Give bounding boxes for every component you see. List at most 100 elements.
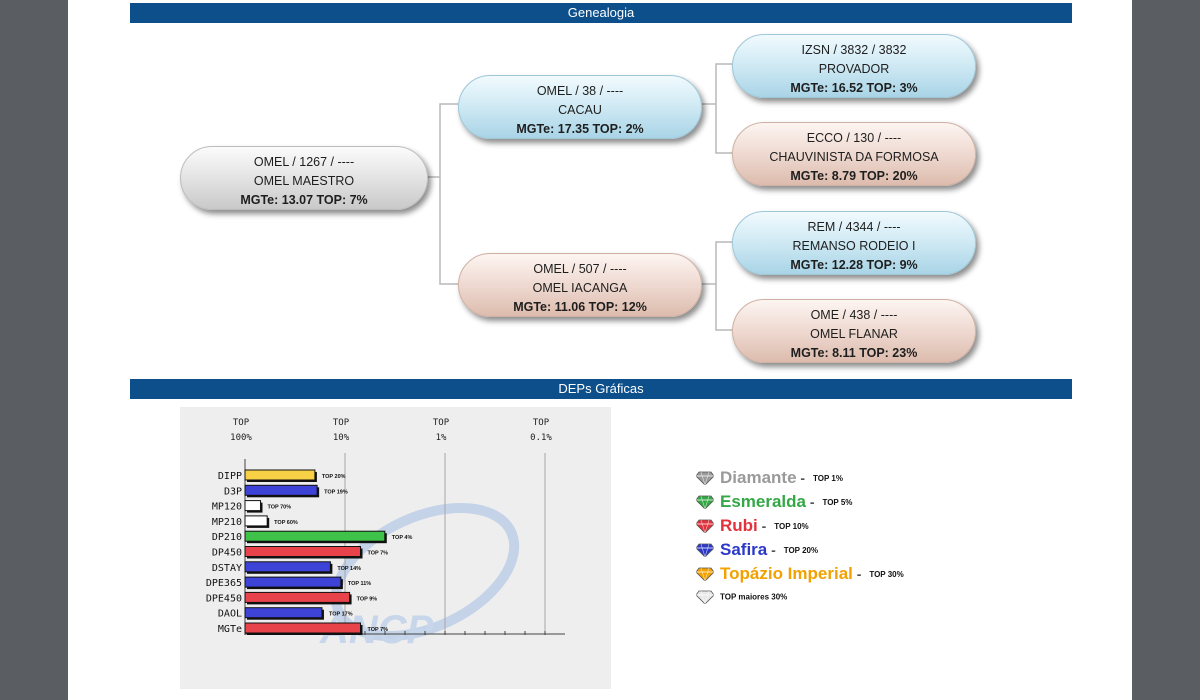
legend-separator: -: [757, 518, 771, 534]
deps-header: DEPs Gráficas: [130, 379, 1072, 399]
animal-id: OMEL / 1267 / ----: [253, 155, 355, 169]
legend-separator: -: [806, 494, 819, 510]
scale-header-value: 1%: [436, 433, 447, 443]
gem-icon: [696, 471, 714, 485]
dam-dam-score: MGTe: 8.11 TOP: 23%: [790, 346, 918, 360]
pedigree-connectors: [416, 63, 732, 331]
dam-dam-name: OMEL FLANAR: [810, 327, 898, 341]
dam-dam-id: OME / 438 / ----: [810, 308, 898, 322]
legend-separator: -: [796, 470, 809, 486]
bar-value-label: TOP 7%: [367, 551, 388, 557]
dam-sire-id: REM / 4344 / ----: [807, 220, 901, 234]
category-label: DP450: [212, 548, 242, 559]
gem-legend: Diamante - TOP 1% Esmeralda - TOP 5% Rubi …: [696, 468, 1016, 612]
legend-row-footer: TOP maiores 30%: [696, 588, 1016, 612]
legend-row: Safira - TOP 20%: [696, 540, 1016, 564]
legend-row: Topázio Imperial - TOP 30%: [696, 564, 1016, 588]
dam-id: OMEL / 507 / ----: [533, 262, 627, 276]
gem-icon: [696, 495, 714, 509]
legend-separator: -: [767, 542, 780, 558]
legend-top-value: TOP 30%: [869, 569, 904, 579]
bar: [244, 591, 351, 603]
legend-top-value: TOP 5%: [822, 497, 853, 507]
sire-dam-id: ECCO / 130 / ----: [806, 131, 902, 145]
bar-value-label: TOP 7%: [367, 627, 388, 633]
sire-score: MGTe: 17.35 TOP: 2%: [516, 122, 644, 136]
gem-icon: [696, 543, 714, 557]
sire-id: OMEL / 38 / ----: [536, 84, 624, 98]
dam-sire-score: MGTe: 12.28 TOP: 9%: [790, 258, 918, 272]
dam-dam-card[interactable]: OME / 438 / ---- OMEL FLANAR MGTe: 8.11 …: [732, 299, 976, 363]
bar: [244, 515, 268, 527]
scale-header-value: 0.1%: [530, 433, 552, 443]
legend-top-value: TOP 20%: [783, 545, 819, 555]
legend-name: Topázio Imperial: [720, 564, 853, 583]
bar-value-label: TOP 4%: [392, 535, 413, 541]
legend-top-value: TOP 1%: [812, 473, 843, 483]
animal-score: MGTe: 13.07 TOP: 7%: [240, 193, 368, 207]
animal-name: OMEL MAESTRO: [253, 174, 355, 188]
dam-sire-card[interactable]: REM / 4344 / ---- REMANSO RODEIO I MGTe:…: [732, 211, 976, 275]
category-label: DP210: [212, 532, 242, 543]
scale-header-top: TOP: [433, 418, 450, 428]
scale-header-top: TOP: [333, 418, 350, 428]
bar-value-label: TOP 60%: [274, 520, 298, 526]
sire-dam-name: CHAUVINISTA DA FORMOSA: [769, 150, 939, 164]
report-page: Genealogia OMEL / 1267 / ---- OMEL MAEST…: [68, 0, 1132, 700]
dam-sire-name: REMANSO RODEIO I: [792, 239, 916, 253]
genealogy-header: Genealogia: [130, 3, 1072, 23]
legend-row: Esmeralda - TOP 5%: [696, 492, 1016, 516]
scale-header-value: 10%: [333, 433, 350, 443]
bar-value-label: TOP 17%: [329, 612, 353, 618]
bar: [244, 500, 261, 512]
scale-header-value: 100%: [230, 433, 252, 443]
sire-sire-name: PROVADOR: [818, 62, 890, 76]
sire-sire-score: MGTe: 16.52 TOP: 3%: [790, 81, 918, 95]
bar: [244, 576, 342, 588]
category-label: DPE365: [206, 578, 242, 589]
legend-row: Rubi - TOP 10%: [696, 516, 1016, 540]
bar-value-label: TOP 11%: [348, 581, 371, 587]
deps-chart: ANCP TOP 100% TOP 10% TOP 1% TOP 0.1% DIPP TOP 20%…: [180, 407, 611, 689]
legend-footer: TOP maiores 30%: [720, 592, 788, 602]
bar-value-label: TOP 20%: [322, 474, 346, 480]
legend-separator: -: [852, 566, 866, 582]
category-label: DSTAY: [212, 563, 242, 574]
bar: [244, 622, 361, 634]
bar: [244, 546, 361, 557]
watermark-ring: [330, 502, 520, 642]
sire-dam-card[interactable]: ECCO / 130 / ---- CHAUVINISTA DA FORMOSA…: [732, 122, 976, 186]
bar-value-label: TOP 70%: [267, 505, 291, 511]
legend-top-value: TOP 10%: [774, 521, 809, 531]
legend-name: Safira: [720, 540, 768, 559]
bar: [244, 484, 318, 496]
sire-sire-id: IZSN / 3832 / 3832: [801, 43, 907, 57]
dam-name: OMEL IACANGA: [532, 281, 628, 295]
gem-icon: [696, 567, 714, 581]
legend-row: Diamante - TOP 1%: [696, 468, 1016, 492]
category-label: MP120: [212, 502, 242, 513]
scale-header-top: TOP: [233, 418, 250, 428]
category-label: DPE450: [206, 593, 242, 604]
animal-card[interactable]: OMEL / 1267 / ---- OMEL MAESTRO MGTe: 13…: [180, 146, 428, 210]
gem-icon: [696, 519, 714, 533]
sire-card[interactable]: OMEL / 38 / ---- CACAU MGTe: 17.35 TOP: …: [458, 75, 702, 139]
legend-name: Esmeralda: [720, 492, 806, 511]
bar: [244, 469, 316, 481]
bar: [244, 607, 323, 619]
bar: [244, 530, 386, 542]
sire-sire-card[interactable]: IZSN / 3832 / 3832 PROVADOR MGTe: 16.52 …: [732, 34, 976, 98]
category-label: DIPP: [218, 471, 242, 482]
category-label: MGTe: [218, 624, 242, 635]
sire-dam-score: MGTe: 8.79 TOP: 20%: [790, 169, 918, 183]
gem-icon: [696, 590, 714, 604]
bar-value-label: TOP 9%: [357, 596, 378, 602]
dam-score: MGTe: 11.06 TOP: 12%: [513, 300, 647, 314]
legend-name: Rubi: [720, 516, 758, 535]
dam-card[interactable]: OMEL / 507 / ---- OMEL IACANGA MGTe: 11.…: [458, 253, 702, 317]
bar-value-label: TOP 19%: [324, 489, 348, 495]
sire-name: CACAU: [558, 103, 602, 117]
bar: [244, 561, 331, 573]
scale-header-top: TOP: [533, 418, 550, 428]
